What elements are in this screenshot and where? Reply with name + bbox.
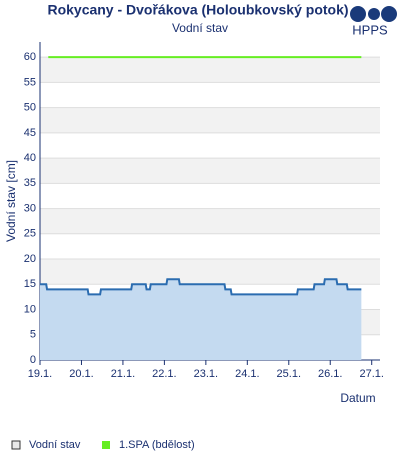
logo: HPPS	[350, 6, 397, 37]
y-tick-label: 55	[24, 76, 36, 88]
y-tick-label: 45	[24, 127, 36, 139]
x-tick-label: 25.1.	[277, 368, 301, 380]
x-axis-title: Datum	[340, 391, 375, 405]
y-tick-label: 50	[24, 102, 36, 114]
grid-band	[40, 208, 380, 234]
x-tick-label: 22.1.	[152, 368, 176, 380]
chart-subtitle: Vodní stav	[172, 21, 228, 35]
grid-band	[40, 259, 380, 285]
y-tick-label: 15	[24, 278, 36, 290]
legend-label: 1.SPA (bdělost)	[119, 439, 195, 451]
y-tick-label: 10	[24, 303, 36, 315]
x-tick-label: 19.1.	[28, 368, 52, 380]
y-tick-label: 20	[24, 253, 36, 265]
grid-band	[40, 107, 380, 133]
area	[40, 279, 362, 360]
logo-dot	[381, 6, 397, 22]
y-tick-label: 0	[30, 354, 36, 366]
y-axis-title: Vodní stav [cm]	[4, 160, 18, 242]
x-tick-label: 23.1.	[194, 368, 218, 380]
y-tick-label: 60	[24, 51, 36, 63]
x-tick-label: 20.1.	[69, 368, 93, 380]
grid-band	[40, 158, 380, 184]
x-tick-label: 27.1.	[359, 368, 383, 380]
y-tick-label: 35	[24, 177, 36, 189]
y-tick-label: 40	[24, 152, 36, 164]
legend-swatch	[11, 440, 21, 450]
y-tick-label: 5	[30, 329, 36, 341]
y-tick-label: 30	[24, 202, 36, 214]
logo-dot	[368, 8, 380, 20]
logo-text: HPPS	[352, 22, 388, 37]
x-tick-label: 24.1.	[235, 368, 259, 380]
legend-label: Vodní stav	[29, 439, 81, 451]
legend-swatch	[102, 441, 110, 449]
grid-band	[40, 57, 380, 83]
x-tick-label: 21.1.	[111, 368, 135, 380]
y-tick-label: 25	[24, 228, 36, 240]
logo-dot	[350, 6, 366, 22]
x-tick-label: 26.1.	[318, 368, 342, 380]
chart-title: Rokycany - Dvořákova (Holoubkovský potok…	[47, 2, 348, 18]
line	[40, 278, 362, 296]
